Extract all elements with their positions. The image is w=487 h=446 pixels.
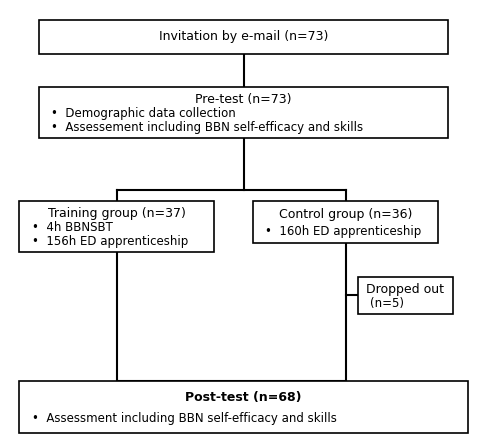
FancyBboxPatch shape — [39, 87, 448, 138]
FancyBboxPatch shape — [19, 381, 468, 433]
FancyBboxPatch shape — [253, 201, 438, 243]
Text: •  4h BBNSBT: • 4h BBNSBT — [32, 221, 112, 234]
Text: •  Assessment including BBN self-efficacy and skills: • Assessment including BBN self-efficacy… — [32, 412, 337, 425]
FancyBboxPatch shape — [19, 201, 214, 252]
Text: •  160h ED apprenticeship: • 160h ED apprenticeship — [265, 225, 422, 238]
FancyBboxPatch shape — [358, 277, 453, 314]
Text: Post-test (n=68): Post-test (n=68) — [185, 391, 302, 404]
Text: Invitation by e-mail (n=73): Invitation by e-mail (n=73) — [159, 30, 328, 43]
Text: Control group (n=36): Control group (n=36) — [279, 208, 412, 221]
Text: Pre-test (n=73): Pre-test (n=73) — [195, 93, 292, 106]
FancyBboxPatch shape — [39, 20, 448, 54]
Text: (n=5): (n=5) — [370, 297, 404, 310]
Text: Training group (n=37): Training group (n=37) — [48, 206, 186, 219]
Text: •  156h ED apprenticeship: • 156h ED apprenticeship — [32, 235, 188, 248]
Text: •  Assessement including BBN self-efficacy and skills: • Assessement including BBN self-efficac… — [51, 121, 363, 134]
Text: Dropped out: Dropped out — [366, 283, 445, 296]
Text: •  Demographic data collection: • Demographic data collection — [51, 107, 236, 120]
